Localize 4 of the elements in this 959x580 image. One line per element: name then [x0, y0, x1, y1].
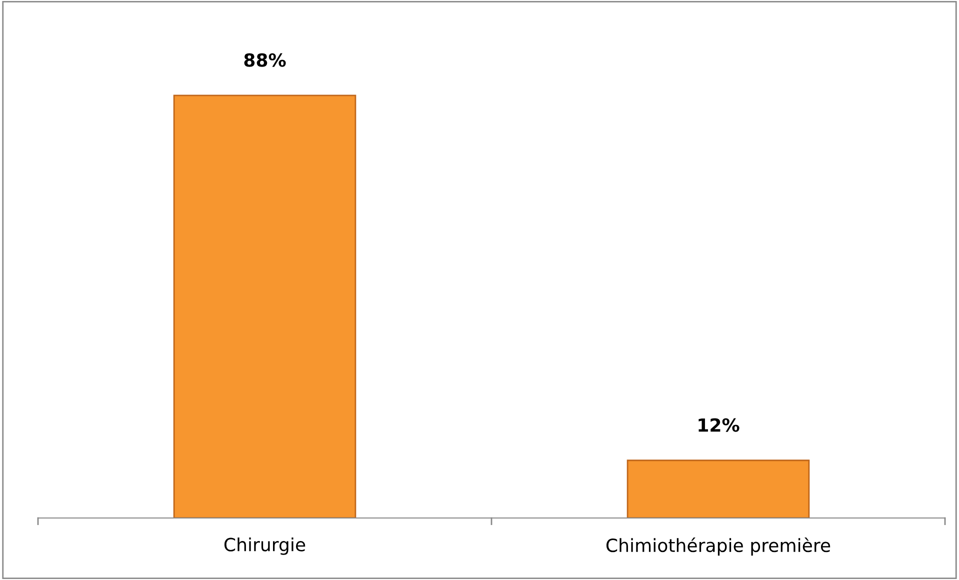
- data-label: 12%: [698, 418, 740, 432]
- x-tick-label: Chimiothérapie première: [606, 537, 830, 556]
- data-label: 88%: [244, 53, 286, 67]
- x-tick-label: Chirurgie: [224, 537, 306, 555]
